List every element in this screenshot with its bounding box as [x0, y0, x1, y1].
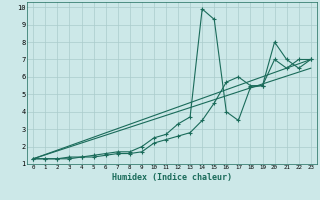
X-axis label: Humidex (Indice chaleur): Humidex (Indice chaleur) [112, 173, 232, 182]
